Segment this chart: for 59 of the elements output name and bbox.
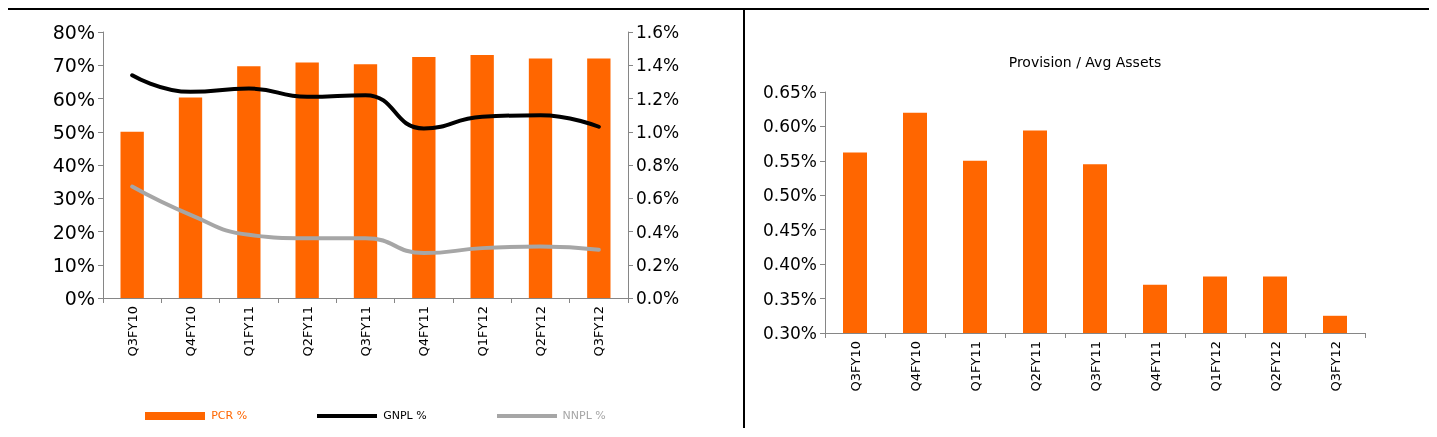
text: PCR % [211, 409, 248, 422]
text: NNPL % [562, 409, 606, 422]
bar [470, 54, 494, 298]
y2-tick-label: 0.8% [636, 155, 680, 175]
bar [412, 56, 436, 298]
bar [528, 58, 553, 298]
bar [237, 66, 261, 298]
y-tick-label: 0.35% [762, 288, 817, 309]
y-tick-label: 40% [52, 154, 95, 176]
x-tick-label: Q3FY12 [1327, 341, 1343, 392]
bar [120, 131, 144, 298]
bar [587, 58, 611, 298]
y-tick-label: 70% [52, 54, 95, 77]
x-tick-label: Q3FY12 [591, 306, 607, 357]
x-tick-label: Q1FY12 [1207, 341, 1223, 392]
x-tick-label: Q3FY10 [847, 341, 863, 392]
y-tick-label: 30% [52, 187, 95, 210]
x-tick-label: Q3FY11 [1087, 341, 1103, 392]
y-tick-label: 0.50% [762, 185, 817, 206]
y-tick-label: 0.30% [762, 323, 817, 343]
y2-tick-label: 0.6% [636, 188, 680, 209]
y-tick-label: 80% [52, 21, 95, 43]
x-tick-label: Q4FY11 [1147, 341, 1163, 392]
x-tick-label: Q2FY12 [1267, 341, 1283, 392]
x-tick-label: Q2FY11 [1027, 341, 1043, 392]
y-tick-label: 0.60% [762, 116, 817, 137]
y2-tick-label: 1.0% [636, 121, 680, 142]
y-tick-label: 0.40% [762, 254, 817, 275]
y2-tick-label: 0.2% [636, 254, 680, 275]
x-tick-label: Q3FY10 [124, 306, 140, 357]
x-tick-label: Q4FY11 [416, 306, 432, 357]
y-tick-label: 0.45% [762, 219, 817, 240]
y-tick-label: 60% [52, 87, 95, 110]
bar [178, 97, 203, 298]
y2-tick-label: 1.6% [636, 22, 680, 42]
y2-tick-label: 1.2% [636, 88, 680, 109]
y-tick-label: 50% [52, 120, 95, 143]
x-tick-label: Q3FY11 [358, 306, 373, 357]
y2-tick-label: 0.0% [636, 288, 680, 308]
x-tick-label: Q2FY11 [299, 306, 315, 357]
y2-tick-label: 0.4% [636, 221, 680, 242]
x-tick-label: Q1FY11 [241, 306, 257, 357]
y-tick-label: 10% [52, 253, 95, 276]
bar [353, 64, 378, 298]
line-series [130, 73, 601, 131]
x-tick-label: Q4FY10 [907, 341, 923, 392]
y2-tick-label: 1.4% [636, 55, 680, 76]
x-tick-label: Q1FY11 [967, 341, 983, 392]
line-series [130, 184, 601, 256]
x-tick-label: Q2FY12 [533, 306, 548, 357]
bar [295, 62, 319, 298]
y-tick-label: 0.65% [762, 82, 817, 102]
x-tick-label: Q1FY12 [474, 306, 490, 357]
y-tick-label: 20% [52, 220, 95, 243]
text: GNPL % [383, 409, 427, 422]
y-tick-label: 0% [64, 287, 95, 309]
x-tick-label: Q4FY10 [183, 306, 198, 357]
y-tick-label: 0.55% [762, 150, 817, 171]
chart-title: Provision / Avg Assets [1008, 54, 1162, 70]
